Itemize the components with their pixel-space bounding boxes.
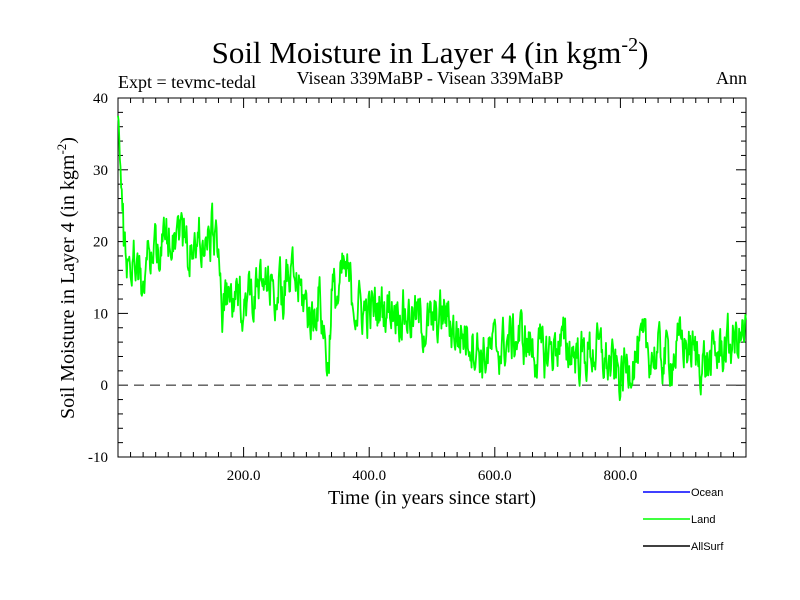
y-tick-label: 10 bbox=[93, 306, 108, 322]
x-axis-ticks: 200.0 400.0 600.0 800.0 bbox=[227, 98, 638, 484]
plot-frame bbox=[117, 97, 747, 458]
y-tick-label: 0 bbox=[101, 378, 109, 394]
series-line-land bbox=[117, 115, 747, 402]
legend-label-ocean: Ocean bbox=[691, 487, 723, 499]
legend: Ocean Land AllSurf bbox=[643, 487, 724, 553]
y-tick-label: 20 bbox=[93, 235, 108, 251]
chart-title: Soil Moisture in Layer 4 (in kgm-2) bbox=[212, 34, 649, 70]
x-tick-label: 200.0 bbox=[227, 468, 261, 484]
x-axis-label: Time (in years since start) bbox=[328, 487, 536, 509]
x-minor-ticks bbox=[130, 98, 734, 457]
period-label: Visean 339MaBP - Visean 339MaBP bbox=[297, 68, 564, 88]
y-tick-label: 30 bbox=[93, 163, 108, 179]
y-tick-label: -10 bbox=[88, 450, 108, 466]
y-axis-ticks: -10 0 10 20 30 40 bbox=[88, 91, 746, 466]
x-tick-label: 800.0 bbox=[604, 468, 638, 484]
y-tick-label: 40 bbox=[93, 91, 108, 107]
x-tick-label: 400.0 bbox=[352, 468, 386, 484]
legend-label-land: Land bbox=[691, 514, 715, 526]
series-group bbox=[117, 115, 747, 402]
season-label: Ann bbox=[716, 68, 747, 88]
y-minor-ticks bbox=[118, 111, 746, 444]
legend-label-allsurf: AllSurf bbox=[691, 541, 724, 553]
experiment-label: Expt = tevmc-tedal bbox=[118, 72, 256, 92]
x-tick-label: 600.0 bbox=[478, 468, 512, 484]
y-axis-label: Soil Moisture in Layer 4 (in kgm-2) bbox=[54, 137, 79, 419]
